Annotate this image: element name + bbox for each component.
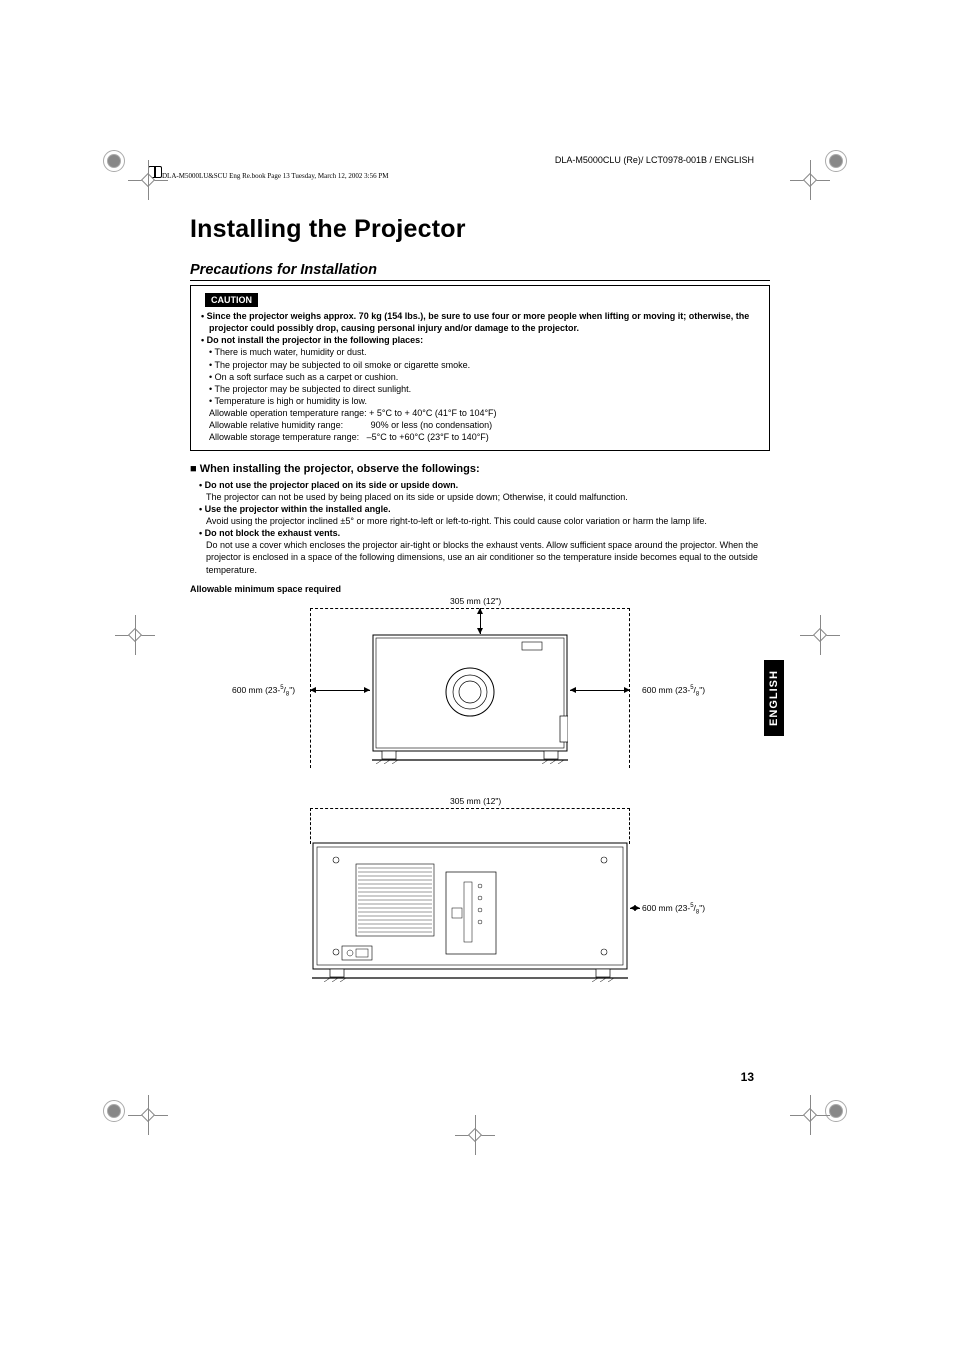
dim-label-right: 600 mm (23-5/8"): [642, 685, 705, 698]
observe-body: The projector can not be used by being p…: [206, 491, 770, 503]
dim-arrow: [310, 690, 370, 691]
observe-heading-text: When installing the projector, observe t…: [200, 463, 480, 475]
dim-arrow: [630, 908, 640, 909]
caution-range: Allowable relative humidity range: 90% o…: [197, 419, 763, 431]
observe-lead: • Do not block the exhaust vents.: [206, 527, 770, 539]
observe-lead: • Do not use the projector placed on its…: [206, 479, 770, 491]
caution-sub: • On a soft surface such as a carpet or …: [197, 371, 763, 383]
registration-mark: [103, 150, 125, 172]
cross-mark: [128, 160, 168, 200]
cross-mark: [115, 615, 155, 655]
section-title: Precautions for Installation: [190, 262, 770, 281]
caution-bullet: • Since the projector weighs approx. 70 …: [197, 310, 763, 334]
observe-body: Avoid using the projector inclined ±5° o…: [206, 515, 770, 527]
language-tab-text: ENGLISH: [768, 670, 780, 726]
observe-list: • Do not use the projector placed on its…: [190, 479, 770, 576]
page-number: 13: [741, 1070, 754, 1084]
cross-mark: [455, 1115, 495, 1155]
cross-mark: [128, 1095, 168, 1135]
dim-label-top: 305 mm (12"): [450, 596, 501, 606]
projector-front-svg: [312, 842, 628, 982]
caution-range: Allowable storage temperature range: –5°…: [197, 431, 763, 443]
observe-lead: • Use the projector within the installed…: [206, 503, 770, 515]
caution-box: CAUTION • Since the projector weighs app…: [190, 285, 770, 451]
cross-mark: [800, 615, 840, 655]
caution-sub: • There is much water, humidity or dust.: [197, 346, 763, 358]
caution-label: CAUTION: [205, 293, 258, 307]
top-view: 305 mm (12"): [190, 608, 750, 778]
observe-heading: ■ When installing the projector, observe…: [190, 463, 770, 475]
diagram-area: 305 mm (12"): [190, 608, 770, 1008]
dim-label-left: 600 mm (23-5/8"): [232, 685, 295, 698]
dim-arrow: [570, 690, 630, 691]
clearance-front: [310, 808, 630, 844]
dim-label-top: 305 mm (12"): [450, 796, 501, 806]
observe-body: Do not use a cover which encloses the pr…: [206, 539, 770, 575]
caution-sub: • The projector may be subjected to dire…: [197, 383, 763, 395]
allowable-title: Allowable minimum space required: [190, 584, 770, 594]
caution-sub: • The projector may be subjected to oil …: [197, 359, 763, 371]
registration-mark: [103, 1100, 125, 1122]
caution-sub: • Temperature is high or humidity is low…: [197, 395, 763, 407]
front-view: 305 mm (12"): [190, 808, 750, 988]
caution-bullet: • Do not install the projector in the fo…: [197, 334, 763, 346]
dim-label-right: 600 mm (23-5/8"): [642, 903, 705, 916]
language-tab: ENGLISH: [764, 660, 784, 736]
cross-mark: [790, 1095, 830, 1135]
page-title: Installing the Projector: [190, 215, 770, 244]
page-content: Installing the Projector Precautions for…: [190, 140, 770, 1008]
cross-mark: [790, 160, 830, 200]
caution-text: • Since the projector weighs approx. 70 …: [197, 310, 763, 444]
projector-top-svg: [372, 634, 568, 764]
caution-range: Allowable operation temperature range: +…: [197, 407, 763, 419]
